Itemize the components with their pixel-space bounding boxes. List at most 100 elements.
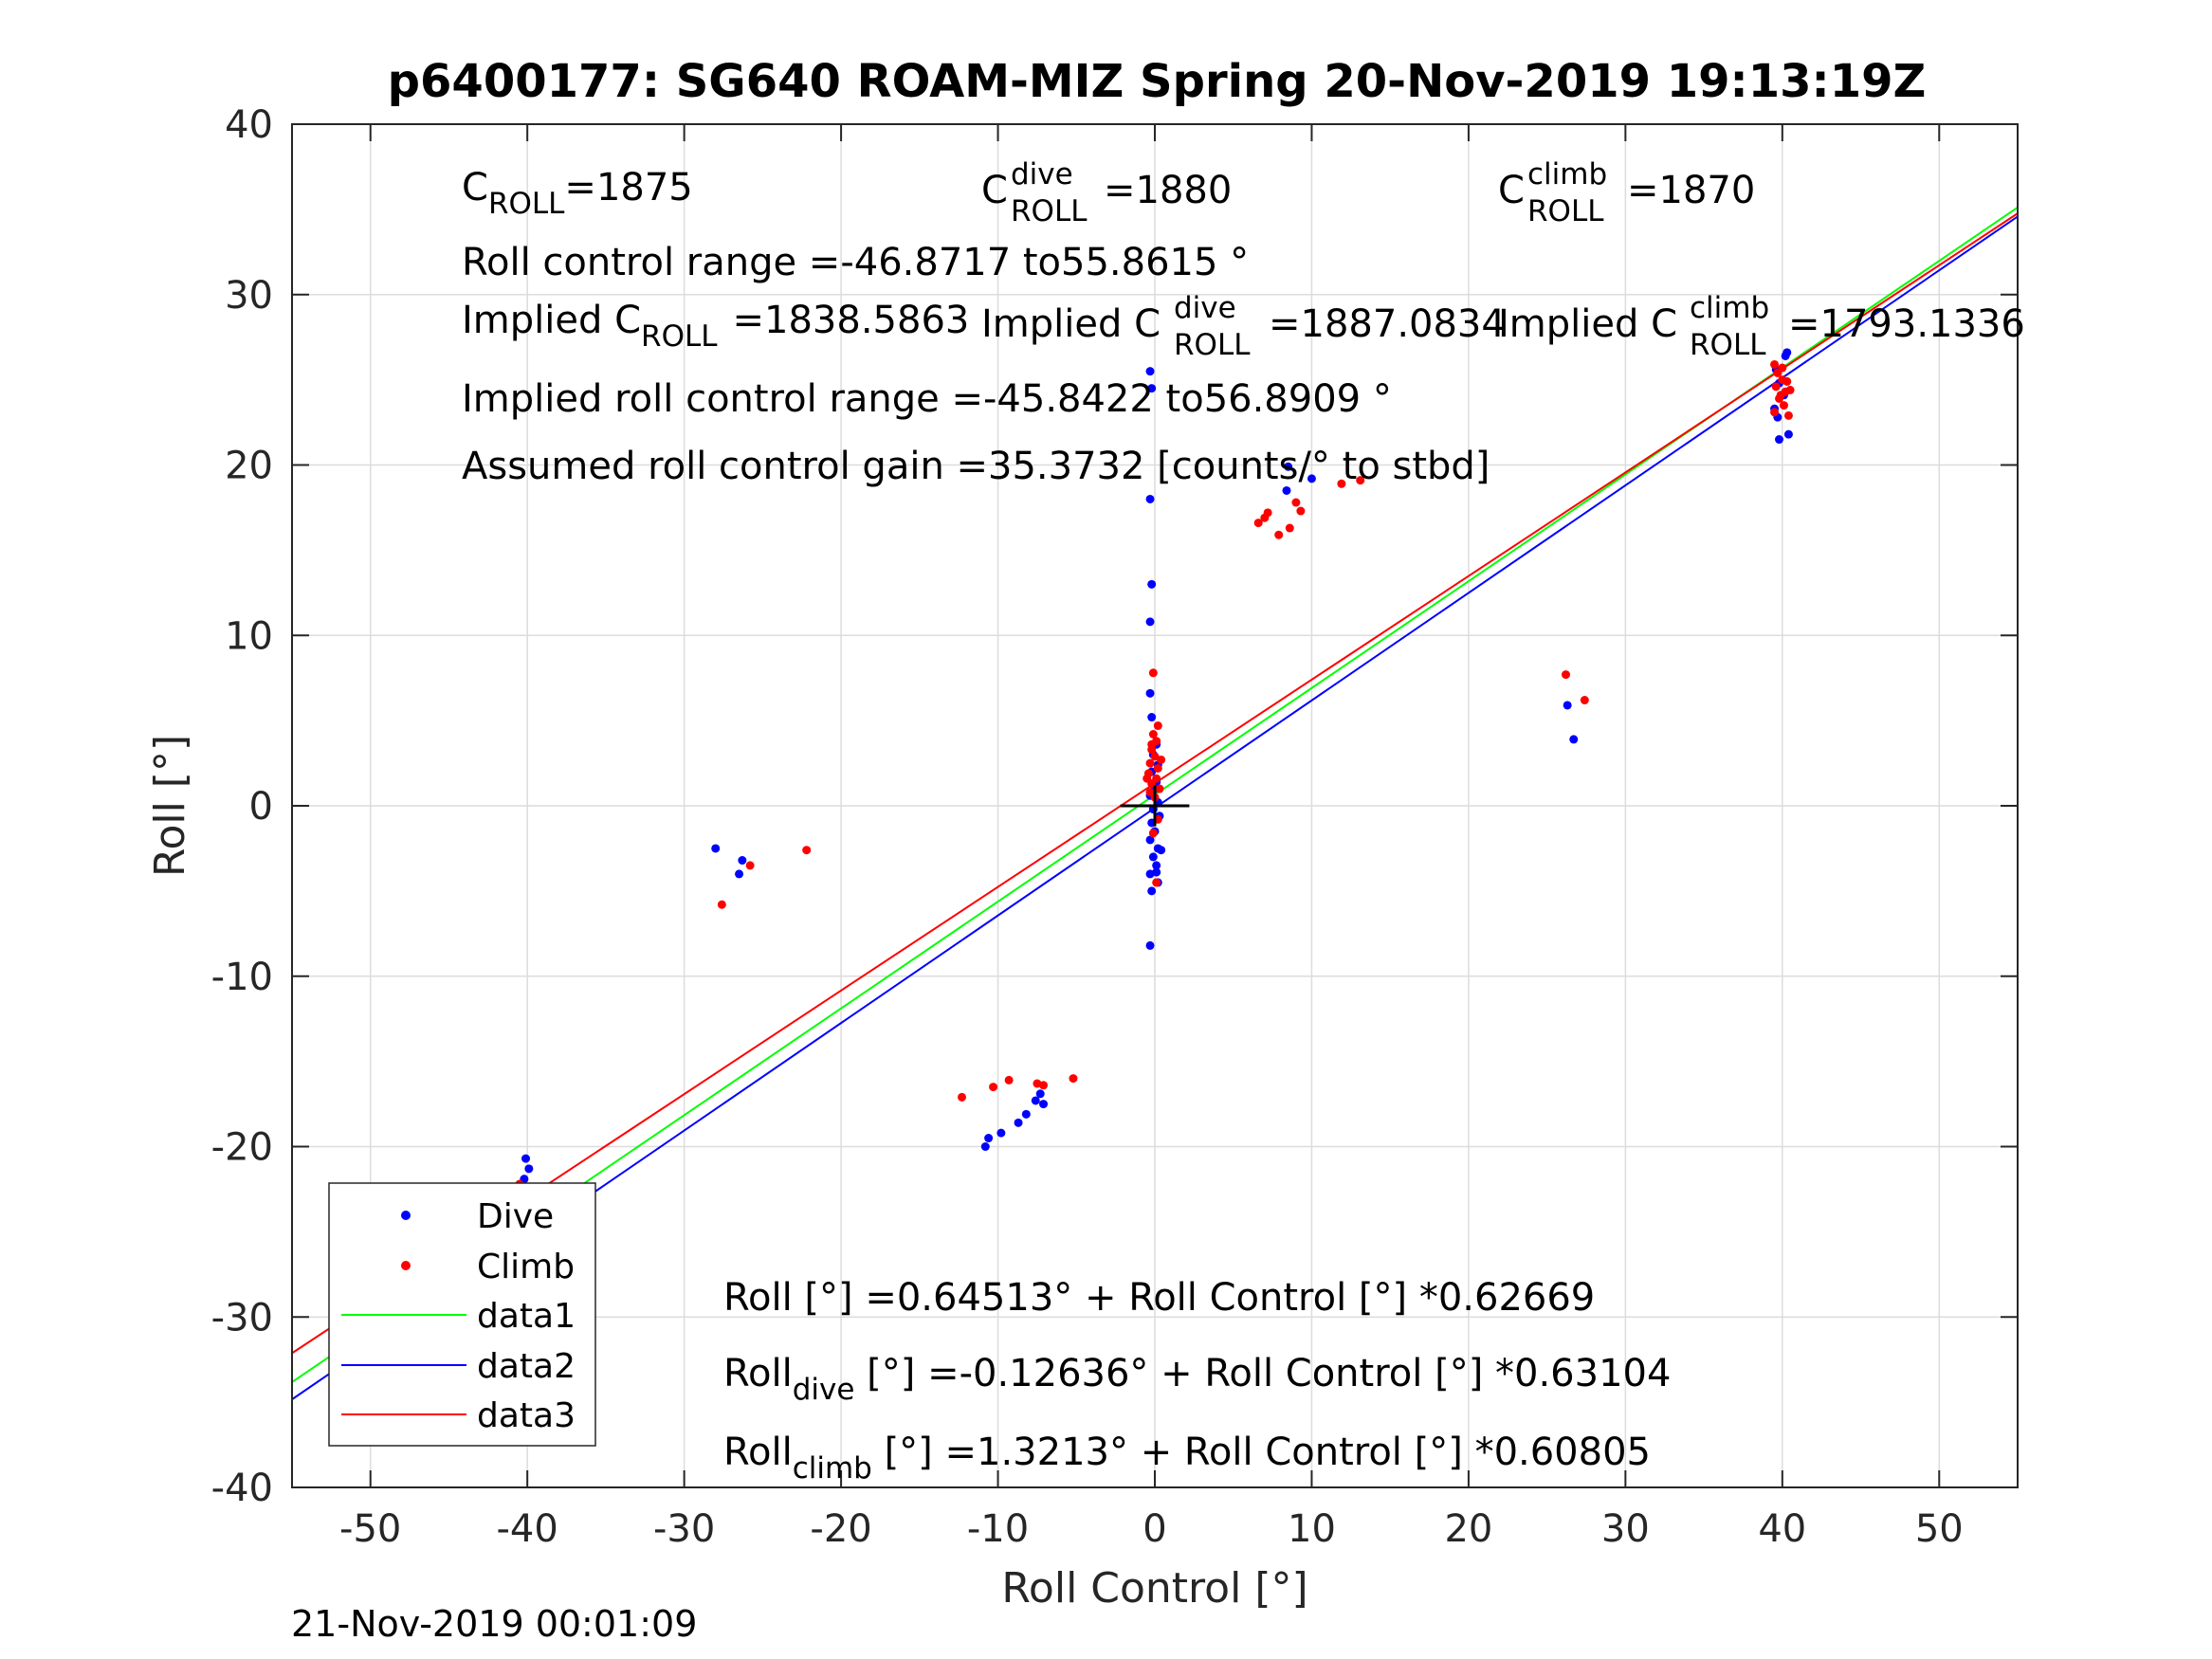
climb-point (1770, 408, 1780, 417)
fit-climb-equation: Rollclimb [°] =1.3213° + Roll Control [°… (723, 1431, 1651, 1486)
climb-point (1356, 476, 1365, 485)
legend-data2-label: data2 (477, 1347, 576, 1386)
x-tick-label: 10 (1288, 1507, 1336, 1551)
c-roll-climb-sup: climb (1527, 157, 1607, 191)
dive-point (1145, 617, 1155, 627)
dive-point (524, 1164, 534, 1174)
implied-c-roll-dive-value: =1887.0834 (1269, 302, 1506, 346)
y-tick-label: -30 (211, 1296, 273, 1340)
implied-c-roll-dive-sub: ROLL (1174, 328, 1251, 362)
y-tick-label: -40 (211, 1467, 273, 1510)
dive-point (735, 869, 744, 879)
c-roll-dive-value: =1880 (1104, 169, 1232, 212)
x-tick-label: -20 (810, 1507, 871, 1551)
dive-point (1782, 348, 1792, 357)
x-tick-label: -10 (967, 1507, 1029, 1551)
roll-control-range: Roll control range =-46.8717 to55.8615 ° (462, 241, 1249, 284)
origin-crosshair (1120, 785, 1190, 827)
climb-point (1148, 829, 1158, 838)
dive-point (1147, 886, 1157, 896)
c-roll-climb-annotation: C (1498, 169, 1525, 212)
climb-point (1296, 506, 1306, 516)
dive-point (996, 1128, 1006, 1138)
implied-c-roll-climb-value: =1793.1336 (1788, 302, 2025, 346)
c-roll-climb-sub: ROLL (1527, 194, 1604, 228)
y-tick-label: -20 (211, 1126, 273, 1170)
y-tick-label: 10 (225, 614, 273, 658)
dive-point (1148, 852, 1158, 862)
dive-point (1035, 1089, 1045, 1099)
climb-point (1337, 479, 1346, 488)
dive-point (1021, 1109, 1031, 1119)
y-axis-label: Roll [°] (146, 735, 194, 877)
climb-point (1782, 376, 1792, 386)
chart-title: p6400177: SG640 ROAM-MIZ Spring 20-Nov-2… (388, 55, 1927, 108)
climb-point (1004, 1075, 1014, 1085)
climb-point (1770, 359, 1780, 369)
y-tick-label: 40 (225, 103, 273, 147)
annotations: CROLL=1875 C dive ROLL =1880 C climb ROL… (462, 157, 2025, 1486)
dive-point (980, 1142, 990, 1151)
implied-roll-control-range: Implied roll control range =-45.8422 to5… (462, 377, 1392, 421)
fit-dive-equation: Rolldive [°] =-0.12636° + Roll Control [… (723, 1352, 1671, 1407)
climb-point (1783, 410, 1793, 420)
y-tick-label: 20 (225, 445, 273, 488)
climb-point (1069, 1074, 1078, 1084)
implied-c-roll-climb-sub: ROLL (1690, 328, 1766, 362)
y-tick-label: 30 (225, 274, 273, 318)
c-roll-annotation: CROLL=1875 (462, 166, 693, 221)
implied-c-roll-climb: Implied C (1498, 302, 1677, 346)
x-tick-label: 40 (1758, 1507, 1806, 1551)
climb-point (717, 900, 726, 909)
x-tick-label: 50 (1915, 1507, 1964, 1551)
dive-point (1014, 1118, 1023, 1127)
dive-point (738, 856, 747, 866)
y-tick-label: -10 (211, 956, 273, 999)
climb-point (802, 846, 812, 855)
legend-dive-marker (401, 1211, 411, 1220)
legend-data1-label: data1 (477, 1297, 576, 1336)
dive-point (1282, 485, 1291, 495)
c-roll-climb-value: =1870 (1627, 169, 1755, 212)
timestamp-footer: 21-Nov-2019 00:01:09 (291, 1603, 697, 1645)
fit-all-equation: Roll [°] =0.64513° + Roll Control [°] *0… (723, 1276, 1595, 1320)
dive-point (1284, 462, 1293, 471)
climb-point (1153, 763, 1162, 773)
dive-point (521, 1154, 531, 1163)
dive-point (1145, 367, 1155, 376)
climb-point (1157, 755, 1166, 764)
implied-c-roll-climb-sup: climb (1690, 291, 1769, 325)
implied-c-roll-dive-sup: dive (1174, 291, 1236, 325)
dive-point (1307, 474, 1316, 483)
dive-point (1145, 688, 1155, 698)
climb-point (1147, 739, 1157, 749)
x-tick-label: -50 (339, 1507, 401, 1551)
implied-c-roll-dive: Implied C (981, 302, 1161, 346)
climb-point (1291, 498, 1301, 507)
climb-point (1143, 774, 1152, 783)
implied-c-roll: Implied CROLL =1838.5863 (462, 299, 969, 354)
climb-point (1778, 363, 1787, 373)
x-tick-label: 20 (1444, 1507, 1492, 1551)
dive-point (1157, 846, 1166, 855)
dive-point (1039, 1100, 1049, 1109)
climb-point (1561, 670, 1570, 680)
dive-point (984, 1134, 994, 1143)
climb-point (1263, 508, 1272, 518)
dive-point (1145, 494, 1155, 503)
legend-dive-label: Dive (477, 1197, 554, 1236)
dive-point (711, 844, 721, 853)
x-tick-label: 0 (1143, 1507, 1166, 1551)
x-axis-label: Roll Control [°] (1001, 1564, 1307, 1613)
dive-point (1775, 435, 1784, 445)
y-tick-label: 0 (249, 785, 273, 829)
climb-point (1785, 385, 1795, 394)
climb-point (1779, 401, 1788, 410)
assumed-gain: Assumed roll control gain =35.3732 [coun… (462, 445, 1490, 488)
climb-point (989, 1083, 998, 1092)
climb-point (1776, 391, 1785, 400)
climb-point (957, 1092, 966, 1102)
dive-point (1147, 713, 1157, 722)
dive-point (1152, 861, 1161, 870)
c-roll-dive-sup: dive (1011, 157, 1073, 191)
